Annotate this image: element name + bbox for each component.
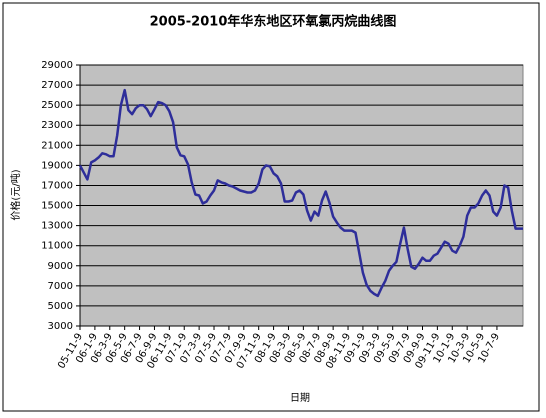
y-tick-label: 19000 <box>41 160 73 171</box>
chart-title: 2005-2010年华东地区环氧氯丙烷曲线图 <box>150 14 397 30</box>
y-tick-label: 15000 <box>41 201 73 212</box>
y-tick-label: 29000 <box>41 60 73 71</box>
y-tick-label: 11000 <box>41 241 73 252</box>
y-tick-label: 3000 <box>48 321 73 332</box>
y-tick-label: 21000 <box>41 140 73 151</box>
y-axis-label: 价格(元/吨) <box>9 169 22 220</box>
y-tick-label: 17000 <box>41 180 73 191</box>
y-tick-label: 5000 <box>48 301 73 312</box>
y-tick-label: 13000 <box>41 221 73 232</box>
x-axis-label: 日期 <box>290 392 310 404</box>
y-tick-label: 27000 <box>41 80 73 91</box>
y-tick-label: 9000 <box>48 261 73 272</box>
price-line <box>78 88 523 298</box>
plot-area <box>79 64 524 327</box>
y-tick-label: 25000 <box>41 100 73 111</box>
y-tick-label: 7000 <box>48 281 73 292</box>
y-tick-label: 23000 <box>41 120 73 131</box>
